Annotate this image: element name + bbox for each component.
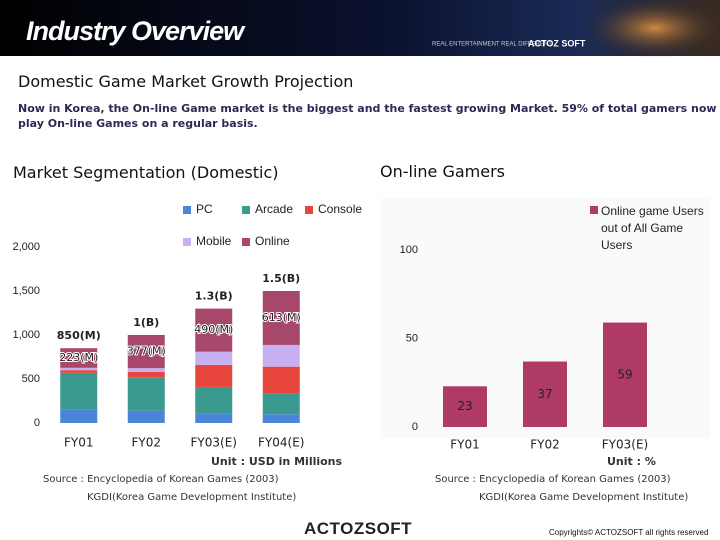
- x-tick-label: FY03(E): [191, 436, 237, 450]
- bar-segment: [262, 291, 300, 345]
- bar-segment: [262, 366, 300, 394]
- footer-logo: ACTOZSOFT: [304, 519, 413, 538]
- y-tick-label: 0: [412, 421, 418, 433]
- y-tick-label: 0: [34, 417, 40, 429]
- description: Now in Korea, the On-line Game market is…: [18, 102, 717, 130]
- data-label: 223(M): [59, 351, 98, 364]
- legend-label: PC: [196, 202, 213, 216]
- legend-label: Online game Users out of All Game Users: [601, 204, 704, 252]
- total-label: 850(M): [57, 329, 101, 342]
- bar-segment: [60, 367, 98, 371]
- bar-segment: [60, 372, 98, 410]
- chart2-source: KGDI(Korea Game Development Institute): [479, 492, 689, 503]
- bar-segment: [195, 308, 233, 352]
- total-label: 1.5(B): [262, 272, 300, 285]
- chart2-title: On-line Gamers: [380, 162, 506, 181]
- y-tick-label: 1,500: [12, 285, 40, 297]
- legend-label: Arcade: [255, 202, 293, 216]
- bar-segment: [60, 409, 98, 423]
- legend-swatch: [590, 206, 598, 214]
- data-label: 23: [457, 399, 472, 413]
- y-tick-label: 50: [406, 332, 418, 344]
- header-art: [585, 0, 720, 58]
- bar: [603, 322, 647, 427]
- x-tick-label: FY01: [64, 436, 94, 450]
- total-label: 1.3(B): [195, 290, 233, 303]
- bar-segment: [127, 377, 165, 411]
- y-tick-label: 500: [22, 373, 40, 385]
- bar: [443, 386, 487, 427]
- bar-segment: [262, 344, 300, 367]
- copyright: Copyrights© ACTOZSOFT all rights reserve…: [549, 528, 709, 537]
- chart1-source: Source : Encyclopedia of Korean Games (2…: [43, 474, 279, 485]
- x-tick-label: FY01: [450, 438, 480, 452]
- bar-segment: [127, 410, 165, 423]
- x-tick-label: FY04(E): [258, 436, 304, 450]
- chart2-unit: Unit : %: [607, 455, 656, 468]
- legend-swatch: [242, 206, 250, 214]
- data-label: 613(M): [262, 311, 301, 324]
- y-tick-label: 1,000: [12, 329, 40, 341]
- section-title: Domestic Game Market Growth Projection: [18, 72, 354, 91]
- data-label: 37: [537, 387, 552, 401]
- header-title: Industry Overview: [26, 16, 246, 46]
- bar-segment: [195, 351, 233, 365]
- y-tick-label: 2,000: [12, 241, 40, 253]
- bar-segment: [262, 393, 300, 415]
- legend-label: Console: [318, 202, 362, 216]
- legend-swatch: [305, 206, 313, 214]
- legend-label: Online: [255, 234, 290, 248]
- x-tick-label: FY03(E): [602, 438, 648, 452]
- data-label: 377(M): [127, 345, 166, 358]
- bar-segment: [127, 368, 165, 372]
- bar-segment: [195, 386, 233, 414]
- x-tick-label: FY02: [131, 436, 161, 450]
- chart1-source: KGDI(Korea Game Development Institute): [87, 492, 297, 503]
- bar-segment: [195, 413, 233, 423]
- bar-segment: [127, 371, 165, 378]
- legend-label: Mobile: [196, 234, 232, 248]
- bar-segment: [262, 414, 300, 423]
- header-brand: ACTOZ SOFT: [528, 38, 586, 48]
- bar-segment: [127, 335, 165, 369]
- bar-segment: [60, 348, 98, 368]
- data-label: 490(M): [194, 323, 233, 336]
- x-tick-label: FY02: [530, 438, 560, 452]
- chart1-unit: Unit : USD in Millions: [211, 455, 343, 468]
- chart2-source: Source : Encyclopedia of Korean Games (2…: [435, 474, 671, 485]
- bar-segment: [195, 364, 233, 387]
- header-tagline: REAL ENTERTAINMENT REAL DIFFERENT: [432, 42, 552, 48]
- legend-swatch: [183, 238, 191, 246]
- bar: [523, 361, 567, 427]
- data-label: 59: [617, 367, 632, 381]
- y-tick-label: 100: [400, 244, 418, 256]
- chart1-title: Market Segmentation (Domestic): [13, 163, 279, 182]
- total-label: 1(B): [133, 316, 159, 329]
- bar-segment: [60, 370, 98, 373]
- legend-swatch: [183, 206, 191, 214]
- legend-swatch: [242, 238, 250, 246]
